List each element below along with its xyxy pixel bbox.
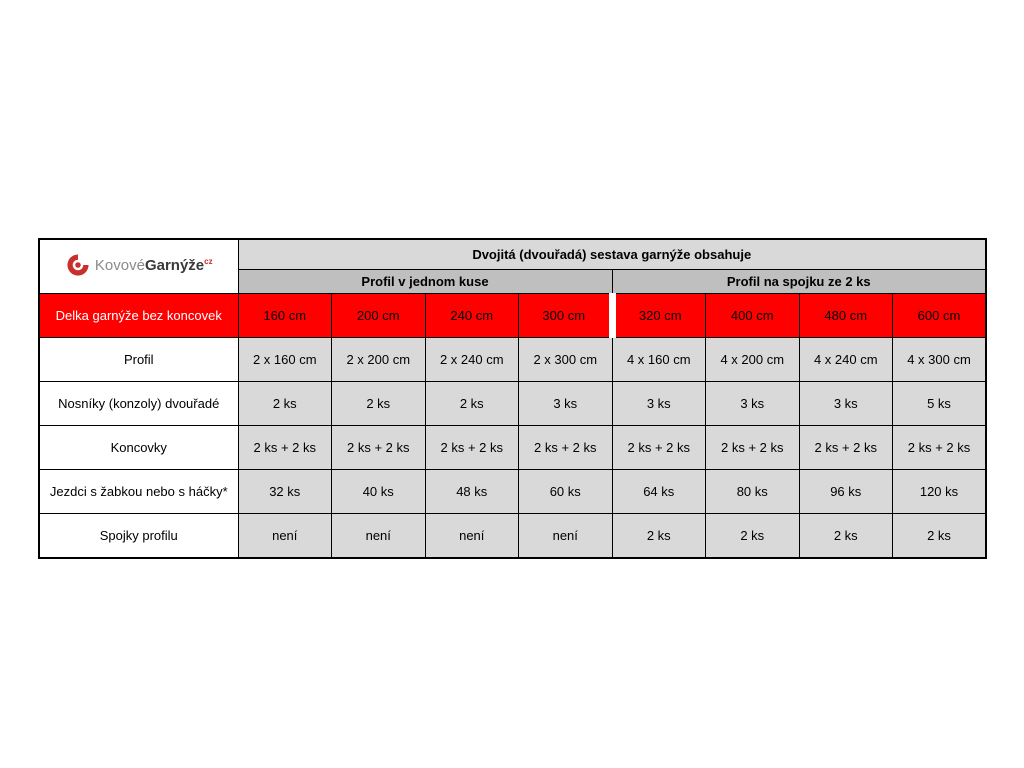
table-cell: 4 x 200 cm	[705, 337, 800, 382]
group-header-single-profile: Profil v jednom kuse	[237, 269, 613, 294]
table-cell: 96 ks	[798, 469, 893, 514]
table-cell: 2 ks + 2 ks	[705, 425, 800, 470]
row-label: Profil	[38, 337, 239, 382]
table-cell: 3 ks	[611, 381, 706, 426]
table-cell: 2 ks + 2 ks	[331, 425, 426, 470]
table-cell: 2 ks + 2 ks	[611, 425, 706, 470]
table-cell: 2 ks	[237, 381, 332, 426]
table-cell: 480 cm	[798, 293, 893, 338]
table-cell: 200 cm	[331, 293, 426, 338]
table-cell: 60 ks	[518, 469, 613, 514]
table-cell: 40 ks	[331, 469, 426, 514]
title-row: KovovéGarnýžecz Dvojitá (dvouřadá) sesta…	[38, 238, 987, 294]
table-cell: 2 x 300 cm	[518, 337, 613, 382]
table-cell: 4 x 240 cm	[798, 337, 893, 382]
row-label: Nosníky (konzoly) dvouřadé	[38, 381, 239, 426]
row-label: Koncovky	[38, 425, 239, 470]
table-row: Profil 2 x 160 cm 2 x 200 cm 2 x 240 cm 2 x …	[38, 337, 987, 382]
table-cell: není	[424, 513, 519, 559]
table-cell: 2 ks + 2 ks	[518, 425, 613, 470]
table-cell: 2 ks + 2 ks	[424, 425, 519, 470]
table-cell: 3 ks	[705, 381, 800, 426]
table-cell: 2 ks	[611, 513, 706, 559]
table-cell: 2 ks + 2 ks	[237, 425, 332, 470]
brand-name-part2: Garnýže	[144, 256, 205, 274]
table-cell: 400 cm	[705, 293, 800, 338]
table-cell: není	[518, 513, 613, 559]
table-cell: 2 x 240 cm	[424, 337, 519, 382]
table-cell: 2 ks + 2 ks	[798, 425, 893, 470]
table-cell: 120 ks	[892, 469, 987, 514]
table-title: Dvojitá (dvouřadá) sestava garnýže obsah…	[237, 238, 987, 270]
table-cell: 320 cm	[611, 293, 706, 338]
table-cell: není	[331, 513, 426, 559]
row-label: Delka garnýže bez koncovek	[38, 293, 239, 338]
table-cell: 2 ks	[331, 381, 426, 426]
kovove-garnyze-logo-icon	[65, 252, 91, 278]
table-cell: 4 x 160 cm	[611, 337, 706, 382]
table-cell: není	[237, 513, 332, 559]
table-row: Nosníky (konzoly) dvouřadé 2 ks 2 ks 2 ks 3 …	[38, 381, 987, 426]
table-cell: 64 ks	[611, 469, 706, 514]
logo-cell: KovovéGarnýžecz	[38, 238, 239, 294]
table-cell: 160 cm	[237, 293, 332, 338]
table-cell: 240 cm	[424, 293, 519, 338]
table-cell: 2 ks	[424, 381, 519, 426]
table-cell: 2 ks	[892, 513, 987, 559]
table-cell: 3 ks	[798, 381, 893, 426]
table-cell: 2 ks	[798, 513, 893, 559]
table-row: Jezdci s žabkou nebo s háčky* 32 ks 40 ks 4…	[38, 469, 987, 514]
table-row: Spojky profilu není není není není 2 ks 2 ks 2 …	[38, 513, 987, 559]
group-header-joined-profile: Profil na spojku ze 2 ks	[611, 269, 987, 294]
brand-logo: KovovéGarnýžecz	[65, 252, 213, 278]
table-row: Koncovky 2 ks + 2 ks 2 ks + 2 ks 2 ks + 2 k…	[38, 425, 987, 470]
table-cell: 32 ks	[237, 469, 332, 514]
table-row: Delka garnýže bez koncovek 160 cm 200 cm 24…	[38, 293, 987, 338]
table-cell: 2 x 160 cm	[237, 337, 332, 382]
table-cell: 2 ks + 2 ks	[892, 425, 987, 470]
table-cell: 2 x 200 cm	[331, 337, 426, 382]
table-cell: 5 ks	[892, 381, 987, 426]
brand-name: KovovéGarnýžecz	[94, 256, 213, 274]
table-cell: 300 cm	[518, 293, 616, 338]
brand-name-part1: Kovové	[94, 256, 145, 274]
table-cell: 2 ks	[705, 513, 800, 559]
row-label: Jezdci s žabkou nebo s háčky*	[38, 469, 239, 514]
group-header-row: Profil v jednom kuse Profil na spojku ze…	[39, 269, 987, 294]
row-label: Spojky profilu	[38, 513, 239, 559]
table-body: Delka garnýže bez koncovek 160 cm 200 cm 24…	[38, 293, 987, 559]
garnyze-spec-table: KovovéGarnýžecz Dvojitá (dvouřadá) sesta…	[38, 238, 987, 559]
table-cell: 80 ks	[705, 469, 800, 514]
table-cell: 4 x 300 cm	[892, 337, 987, 382]
table-cell: 3 ks	[518, 381, 613, 426]
table-cell: 48 ks	[424, 469, 519, 514]
brand-name-tld: cz	[204, 256, 213, 266]
garnyze-table-wrapper: KovovéGarnýžecz Dvojitá (dvouřadá) sesta…	[38, 238, 987, 559]
table-cell: 600 cm	[892, 293, 987, 338]
